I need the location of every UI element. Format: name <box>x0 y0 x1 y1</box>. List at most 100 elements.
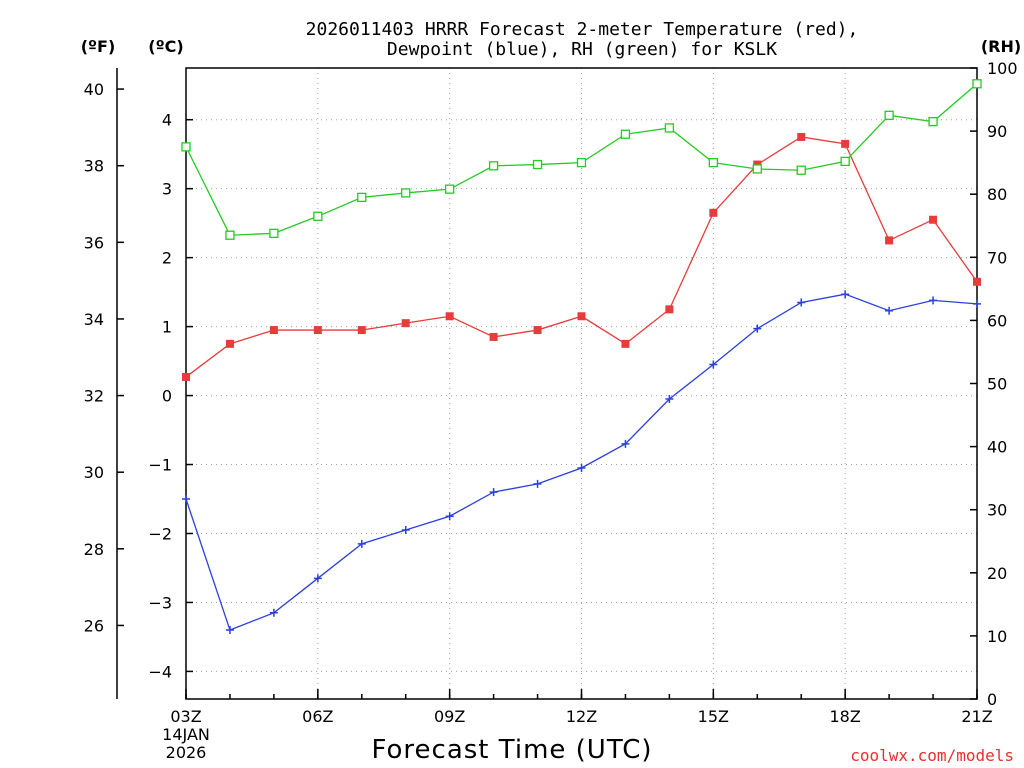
chart-title-line1: 2026011403 HRRR Forecast 2-meter Tempera… <box>306 19 859 40</box>
dewpoint-point <box>313 574 322 583</box>
2-meter-temperature-point <box>885 236 894 245</box>
dewpoint-point <box>577 463 586 472</box>
y-tick-celsius-label: 4 <box>162 111 172 130</box>
dewpoint-point <box>841 290 850 299</box>
relative-humidity-point <box>357 192 367 203</box>
relative-humidity-point <box>928 116 938 127</box>
y-tick-rh-label: 100 <box>987 59 1018 78</box>
y-tick-celsius-label: 3 <box>162 180 172 199</box>
y-tick-celsius-label: 0 <box>162 387 172 406</box>
dewpoint-point <box>225 626 234 635</box>
2-meter-temperature-point <box>313 326 322 335</box>
dewpoint-point <box>665 395 674 404</box>
2-meter-temperature-point <box>269 326 278 335</box>
dewpoint-point <box>753 324 762 333</box>
y-tick-rh-label: 70 <box>987 248 1007 267</box>
credit-text: coolwx.com/models <box>850 746 1014 765</box>
dewpoint-point <box>489 488 498 497</box>
relative-humidity-point <box>401 188 411 198</box>
relative-humidity-point <box>972 79 982 89</box>
x-tick-label: 09Z <box>434 707 465 726</box>
y-tick-rh-label: 50 <box>987 375 1007 394</box>
dewpoint-point <box>533 479 542 488</box>
right-unit-rh: (RH) <box>981 37 1021 56</box>
y-tick-fahrenheit-label: 30 <box>84 463 104 482</box>
x-tick-label: 03Z <box>170 707 201 726</box>
relative-humidity-point <box>181 142 191 152</box>
y-tick-fahrenheit-label: 26 <box>84 616 104 635</box>
y-tick-rh-label: 60 <box>987 311 1007 330</box>
relative-humidity-point <box>664 123 675 133</box>
2-meter-temperature-line <box>185 136 978 378</box>
dewpoint-point <box>929 296 938 305</box>
2-meter-temperature-point <box>489 332 498 341</box>
y-tick-celsius-label: −1 <box>148 456 172 475</box>
dewpoint-point <box>973 299 981 308</box>
2-meter-temperature-point <box>182 372 190 381</box>
y-tick-fahrenheit-label: 36 <box>84 233 104 252</box>
y-tick-fahrenheit-label: 40 <box>84 80 104 99</box>
y-tick-rh-label: 80 <box>987 185 1007 204</box>
y-tick-celsius-label: 1 <box>162 318 172 337</box>
2-meter-temperature-point <box>225 339 234 348</box>
left-unit-celsius: (ºC) <box>148 37 183 56</box>
dewpoint-point <box>709 360 718 369</box>
dewpoint-point <box>885 306 894 315</box>
y-tick-fahrenheit-label: 38 <box>84 157 104 176</box>
y-tick-rh-label: 0 <box>987 690 997 709</box>
2-meter-temperature-point <box>533 326 542 335</box>
relative-humidity-point <box>884 110 894 120</box>
relative-humidity-point <box>752 164 762 174</box>
y-tick-rh-label: 20 <box>987 564 1007 583</box>
relative-humidity-point <box>445 184 455 194</box>
relative-humidity-point <box>488 161 499 171</box>
y-tick-fahrenheit-label: 32 <box>84 387 104 406</box>
dewpoint-point <box>401 526 410 535</box>
chart-title-line2: Dewpoint (blue), RH (green) for KSLK <box>387 39 777 60</box>
2-meter-temperature-point <box>929 215 938 224</box>
dewpoint-point <box>621 439 630 448</box>
relative-humidity-point <box>796 165 806 175</box>
series <box>181 79 982 635</box>
y-tick-celsius-label: −3 <box>148 593 172 612</box>
left-unit-fahrenheit: (ºF) <box>81 37 116 56</box>
y-tick-rh-label: 40 <box>987 438 1007 457</box>
x-tick-label: 15Z <box>698 707 729 726</box>
2-meter-temperature-point <box>357 326 366 335</box>
2-meter-temperature-point <box>445 312 454 321</box>
dewpoint-point <box>182 495 190 504</box>
2-meter-temperature-point <box>709 208 718 217</box>
axes: −4−3−2−101234262830323436384001020304050… <box>84 59 1018 726</box>
x-axis-label: Forecast Time (UTC) <box>371 735 652 765</box>
dewpoint-point <box>445 512 454 521</box>
relative-humidity-point <box>708 157 718 168</box>
y-tick-celsius-label: −2 <box>148 524 172 543</box>
2-meter-temperature-point <box>841 139 850 148</box>
x-tick-label: 21Z <box>961 707 992 726</box>
2-meter-temperature-point <box>621 339 630 348</box>
dewpoint-point <box>269 608 278 617</box>
relative-humidity-point <box>313 211 323 221</box>
relative-humidity-point <box>225 230 235 240</box>
relative-humidity-point <box>532 159 543 170</box>
dewpoint-line <box>185 293 978 631</box>
x-date-year: 2026 <box>166 743 207 762</box>
relative-humidity-point <box>840 156 850 167</box>
y-tick-celsius-label: −4 <box>148 662 172 681</box>
x-tick-label: 12Z <box>566 707 597 726</box>
2-meter-temperature-point <box>665 305 674 314</box>
2-meter-temperature-point <box>797 132 806 141</box>
y-tick-rh-label: 30 <box>987 501 1007 520</box>
y-tick-celsius-label: 2 <box>162 249 172 268</box>
y-tick-fahrenheit-label: 28 <box>84 540 104 559</box>
2-meter-temperature-point <box>973 277 981 286</box>
x-tick-label: 18Z <box>830 707 861 726</box>
y-tick-rh-label: 10 <box>987 627 1007 646</box>
relative-humidity-point <box>620 129 631 139</box>
2-meter-temperature-point <box>401 319 410 328</box>
relative-humidity-point <box>576 157 587 168</box>
dewpoint-point <box>797 298 806 307</box>
x-tick-label: 06Z <box>302 707 333 726</box>
y-tick-fahrenheit-label: 34 <box>84 310 104 329</box>
x-date-day: 14JAN <box>162 725 210 744</box>
